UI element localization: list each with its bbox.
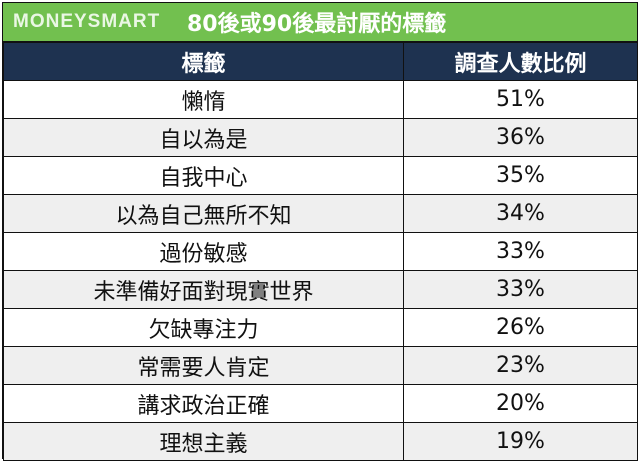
- percentage-cell: 34%: [403, 194, 638, 233]
- label-cell: 未準備好面對現實世界: [3, 270, 404, 309]
- table-row: 自以為是 36%: [3, 118, 638, 157]
- column-header-percentage: 調查人數比例: [403, 42, 638, 81]
- percentage-cell: 19%: [403, 422, 638, 461]
- percentage-cell: 26%: [403, 308, 638, 347]
- table-row: 理想主義 19%: [3, 422, 638, 461]
- table-row: 懶惰 51%: [3, 80, 638, 119]
- label-cell: 常需要人肯定: [3, 346, 404, 385]
- column-header-label: 標籤: [3, 42, 404, 81]
- data-table: 標籤 調查人數比例 懶惰 51% 自以為是 36% 自我中心 35% 以為自己無所不知 34%…: [3, 42, 638, 461]
- label-cell: 以為自己無所不知: [3, 194, 404, 233]
- table-row: 以為自己無所不知 34%: [3, 194, 638, 233]
- label-cell: 懶惰: [3, 80, 404, 119]
- label-cell: 理想主義: [3, 422, 404, 461]
- percentage-cell: 20%: [403, 384, 638, 423]
- percentage-cell: 33%: [403, 270, 638, 309]
- table-row: 自我中心 35%: [3, 156, 638, 195]
- percentage-cell: 23%: [403, 346, 638, 385]
- percentage-cell: 36%: [403, 118, 638, 157]
- table-body: 懶惰 51% 自以為是 36% 自我中心 35% 以為自己無所不知 34% 過份敏感 33% 未準備…: [3, 80, 638, 461]
- table-row: 未準備好面對現實世界 33%: [3, 270, 638, 309]
- table-title: 80後或90後最討厭的標籤: [187, 12, 447, 37]
- table-row: 常需要人肯定 23%: [3, 346, 638, 385]
- label-cell: 欠缺專注力: [3, 308, 404, 347]
- table-row: 過份敏感 33%: [3, 232, 638, 271]
- table-row: 講求政治正確 20%: [3, 384, 638, 423]
- label-cell: 過份敏感: [3, 232, 404, 271]
- label-cell: 自我中心: [3, 156, 404, 195]
- percentage-cell: 33%: [403, 232, 638, 271]
- percentage-cell: 35%: [403, 156, 638, 195]
- label-cell: 自以為是: [3, 118, 404, 157]
- header-row: 標籤 調查人數比例: [3, 42, 638, 81]
- table-row: 欠缺專注力 26%: [3, 308, 638, 347]
- brand-logo: MONEYSMART: [13, 11, 161, 32]
- title-banner: MONEYSMART 80後或90後最討厭的標籤: [3, 3, 637, 42]
- label-cell: 講求政治正確: [3, 384, 404, 423]
- percentage-cell: 51%: [403, 80, 638, 119]
